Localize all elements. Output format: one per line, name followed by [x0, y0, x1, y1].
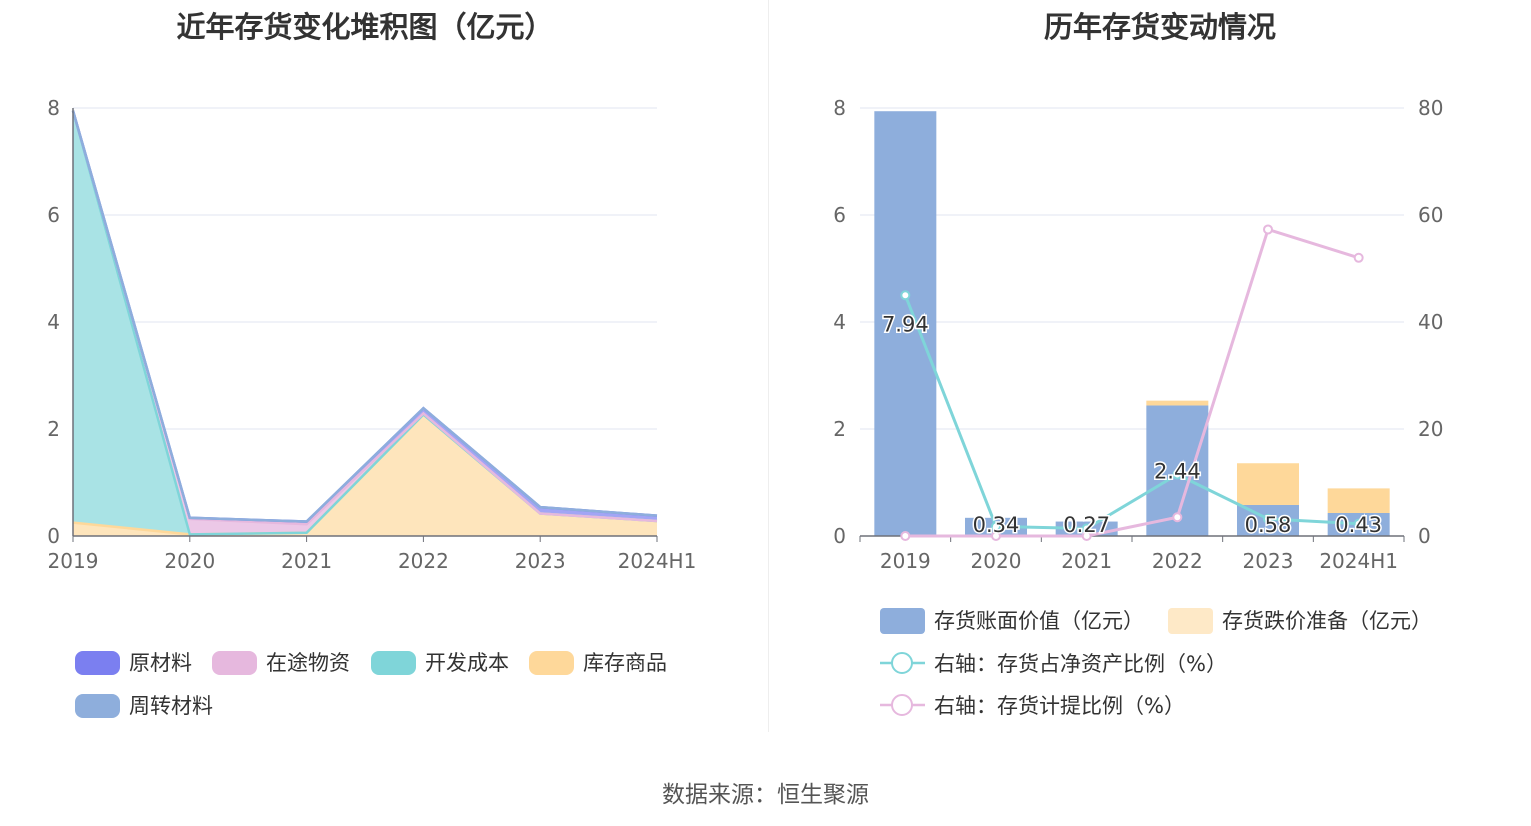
legend-label-area-3: 开发成本 [425, 651, 509, 675]
left-x-tick-label: 2024H1 [618, 549, 697, 573]
right-y2-tick-label: 40 [1418, 310, 1443, 334]
line-point-1 [1263, 513, 1273, 524]
right-x-tick-label: 2021 [1061, 549, 1112, 573]
left-y-tick-label: 4 [47, 310, 60, 334]
line-point-2 [991, 531, 1001, 541]
legend-label-book-value: 存货账面价值（亿元） [934, 609, 1144, 633]
right-y2-tick-label: 0 [1418, 524, 1431, 548]
line-point-2 [1172, 512, 1183, 523]
bar-data-label: 2.44 [1154, 460, 1201, 484]
right-x-tick-label: 2019 [880, 549, 931, 573]
data-source: 数据来源：恒生聚源 [662, 782, 869, 808]
right-x-tick-label: 2023 [1243, 549, 1294, 573]
legend-label-area-4: 库存商品 [583, 651, 667, 675]
panel-divider [768, 0, 769, 732]
left-x-tick-label: 2021 [281, 549, 332, 573]
line-point-2 [1263, 224, 1273, 235]
legend-marker-1 [891, 652, 913, 674]
right-x-tick-label: 2024H1 [1319, 549, 1398, 573]
legend-swatch-area-3 [371, 651, 416, 675]
legend-label-line-2: 右轴：存货计提比例（%） [934, 694, 1185, 718]
bar-book-value [874, 111, 937, 537]
right-y-tick-label: 8 [833, 96, 846, 120]
left-y-tick-label: 8 [47, 96, 60, 120]
bar-data-label: 0.27 [1063, 513, 1110, 537]
bar-data-label: 0.34 [973, 513, 1020, 537]
line-point-1 [900, 290, 911, 301]
left-x-tick-label: 2023 [515, 549, 566, 573]
right-x-tick-label: 2020 [971, 549, 1022, 573]
left-y-tick-label: 6 [47, 203, 60, 227]
bar-impairment [1237, 463, 1299, 505]
right-y-tick-label: 2 [833, 417, 846, 441]
legend-label-area-1: 原材料 [129, 651, 192, 675]
legend-swatch-area-5 [75, 694, 120, 718]
left-y-tick-label: 2 [47, 417, 60, 441]
legend-swatch-area-1 [75, 651, 120, 675]
bar-impairment [1146, 400, 1209, 406]
left-chart-title: 近年存货变化堆积图（亿元） [176, 10, 554, 44]
right-y-tick-label: 4 [833, 310, 846, 334]
legend-swatch-area-2 [212, 651, 257, 675]
bar-data-label: 7.94 [882, 313, 929, 337]
legend-marker-2 [891, 694, 913, 716]
legend-label-line-1: 右轴：存货占净资产比例（%） [934, 652, 1227, 676]
bar-impairment [1327, 488, 1390, 513]
bar-data-label: 0.58 [1245, 513, 1292, 537]
line-point-2 [900, 531, 911, 541]
right-chart-title: 历年存货变动情况 [1043, 10, 1276, 44]
legend-swatch-book-value [880, 608, 925, 634]
line-series-1 [903, 294, 1359, 531]
area-3 [73, 110, 657, 535]
left-x-tick-label: 2020 [164, 549, 215, 573]
line-point-1 [1353, 518, 1364, 529]
legend-label-area-5: 周转材料 [129, 694, 213, 718]
right-y2-tick-label: 80 [1418, 96, 1443, 120]
legend-label-area-2: 在途物资 [266, 651, 350, 675]
bar-data-label: 0.43 [1335, 513, 1382, 537]
left-y-tick-label: 0 [47, 524, 60, 548]
right-y-tick-label: 6 [833, 203, 846, 227]
right-y2-tick-label: 60 [1418, 203, 1443, 227]
line-series-2 [905, 227, 1360, 538]
right-x-tick-label: 2022 [1152, 549, 1203, 573]
line-point-2 [1353, 252, 1364, 263]
line-point-1 [1172, 469, 1183, 480]
line-point-2 [1081, 531, 1092, 541]
legend-label-impairment: 存货跌价准备（亿元） [1222, 609, 1432, 633]
left-x-tick-label: 2022 [398, 549, 449, 573]
line-point-1 [991, 521, 1001, 532]
left-x-tick-label: 2019 [48, 549, 99, 573]
legend-swatch-impairment [1168, 608, 1213, 634]
right-y-tick-label: 0 [833, 524, 846, 548]
right-y2-tick-label: 20 [1418, 417, 1443, 441]
area-line-5 [71, 110, 658, 523]
legend-swatch-area-4 [529, 651, 574, 675]
